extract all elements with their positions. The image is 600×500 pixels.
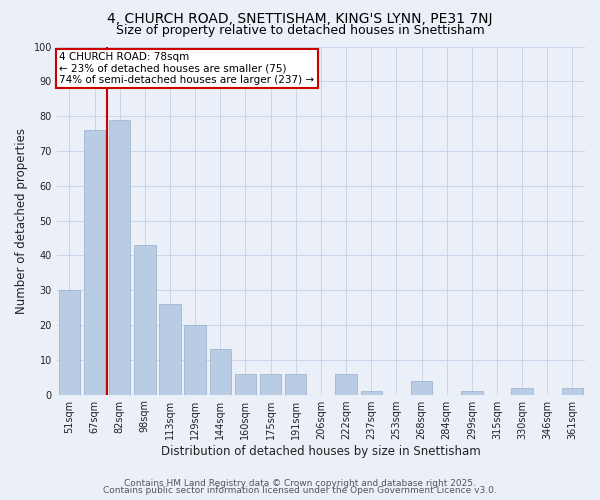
Bar [134, 245, 155, 394]
Bar [285, 374, 307, 394]
X-axis label: Distribution of detached houses by size in Snettisham: Distribution of detached houses by size … [161, 444, 481, 458]
Bar [411, 380, 432, 394]
Bar [159, 304, 181, 394]
Bar [59, 290, 80, 395]
Bar [361, 391, 382, 394]
Y-axis label: Number of detached properties: Number of detached properties [15, 128, 28, 314]
Text: Contains HM Land Registry data © Crown copyright and database right 2025.: Contains HM Land Registry data © Crown c… [124, 478, 476, 488]
Bar [335, 374, 357, 394]
Bar [209, 350, 231, 395]
Bar [260, 374, 281, 394]
Text: 4, CHURCH ROAD, SNETTISHAM, KING'S LYNN, PE31 7NJ: 4, CHURCH ROAD, SNETTISHAM, KING'S LYNN,… [107, 12, 493, 26]
Text: Contains public sector information licensed under the Open Government Licence v3: Contains public sector information licen… [103, 486, 497, 495]
Bar [461, 391, 482, 394]
Bar [235, 374, 256, 394]
Bar [511, 388, 533, 394]
Bar [109, 120, 130, 394]
Text: 4 CHURCH ROAD: 78sqm
← 23% of detached houses are smaller (75)
74% of semi-detac: 4 CHURCH ROAD: 78sqm ← 23% of detached h… [59, 52, 314, 85]
Bar [184, 325, 206, 394]
Text: Size of property relative to detached houses in Snettisham: Size of property relative to detached ho… [116, 24, 484, 37]
Bar [562, 388, 583, 394]
Bar [84, 130, 105, 394]
